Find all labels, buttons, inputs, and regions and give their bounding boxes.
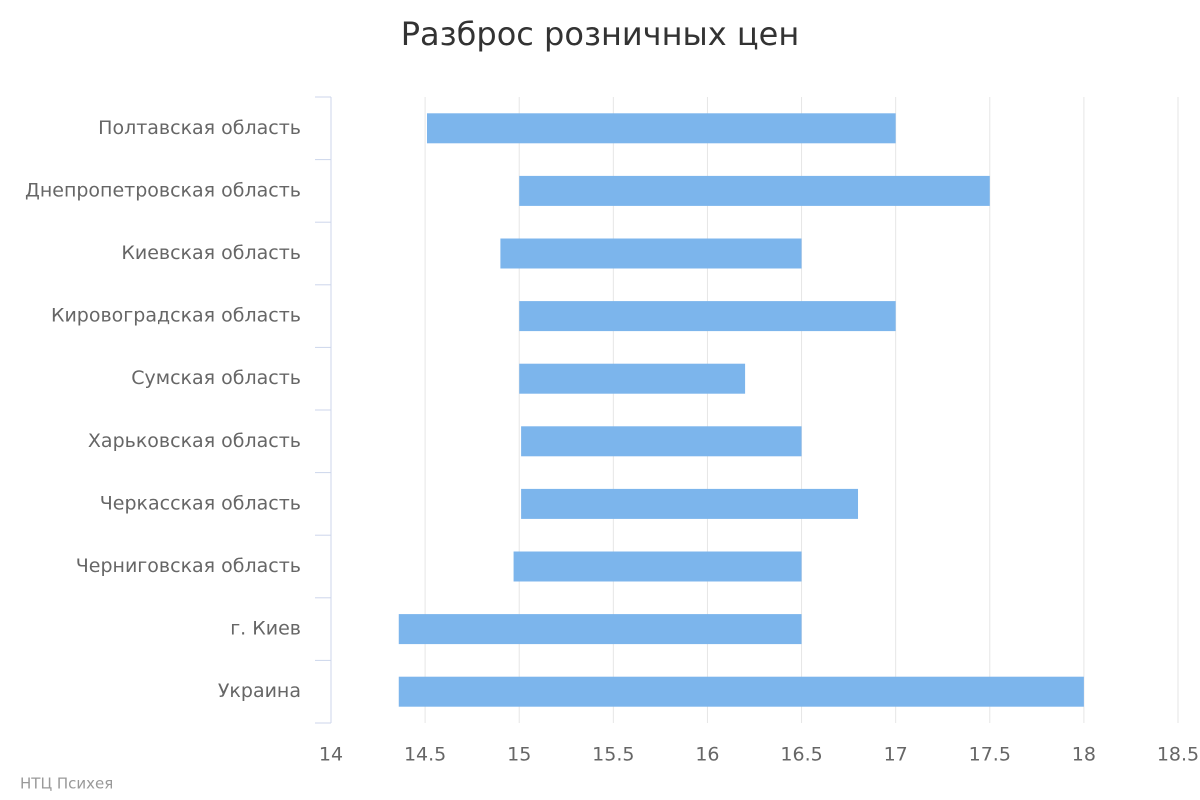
x-tick-label: 16 — [695, 744, 719, 766]
bar — [519, 301, 896, 332]
x-tick-label: 14.5 — [404, 744, 446, 766]
x-tick-label: 16.5 — [780, 744, 822, 766]
y-tick-label: Украина — [218, 680, 301, 702]
x-tick-label: 15 — [507, 744, 531, 766]
bar — [398, 614, 802, 645]
bar — [519, 175, 990, 206]
bar — [426, 113, 896, 144]
y-tick-label: Сумская область — [131, 367, 301, 389]
credits: НТЦ Психея — [20, 775, 113, 793]
y-tick-label: Полтавская область — [98, 117, 301, 139]
x-tick-label: 18.5 — [1157, 744, 1199, 766]
y-tick-label: Кировоградская область — [51, 305, 301, 327]
bar — [500, 238, 802, 269]
x-tick-label: 17 — [884, 744, 908, 766]
x-tick-label: 14 — [319, 744, 343, 766]
y-tick-label: г. Киев — [230, 618, 301, 640]
y-tick-label: Черкасская область — [100, 492, 301, 514]
bar — [513, 551, 802, 582]
bar — [398, 676, 1084, 707]
y-tick-label: Киевская область — [121, 242, 301, 264]
bar — [519, 363, 746, 394]
bar — [521, 426, 802, 457]
chart-title: Разброс розничных цен — [401, 15, 800, 53]
x-tick-label: 18 — [1072, 744, 1096, 766]
x-tick-label: 17.5 — [969, 744, 1011, 766]
y-tick-label: Харьковская область — [88, 430, 301, 452]
y-tick-label: Днепропетровская область — [25, 179, 301, 201]
x-tick-label: 15.5 — [592, 744, 634, 766]
y-tick-label: Черниговская область — [76, 555, 301, 577]
bar — [521, 488, 859, 519]
